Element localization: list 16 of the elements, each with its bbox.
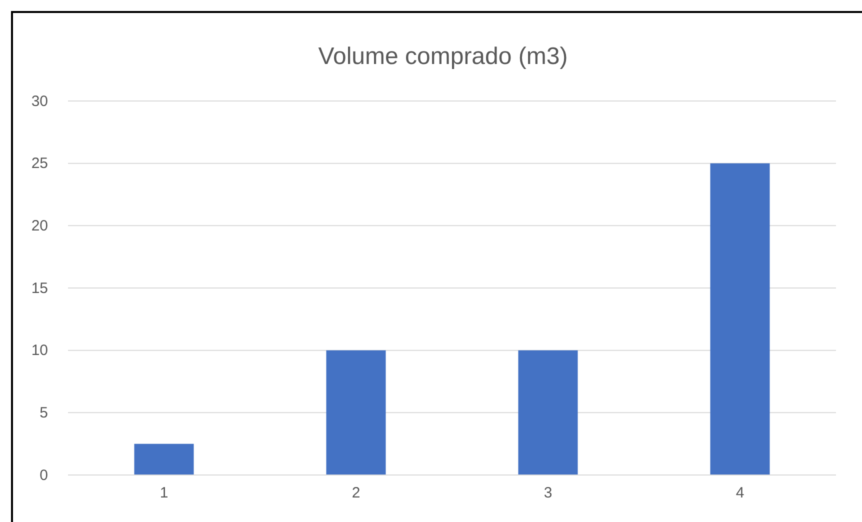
y-tick-label: 25	[31, 155, 48, 172]
x-tick-label: 4	[736, 484, 744, 502]
bar	[326, 350, 386, 475]
y-tick-label: 10	[31, 342, 48, 360]
x-tick-label: 2	[352, 484, 360, 502]
chart-title: Volume comprado (m3)	[318, 43, 568, 70]
bar	[710, 163, 770, 475]
y-tick-label: 20	[31, 217, 48, 234]
y-tick-label: 5	[40, 404, 48, 422]
bar	[518, 350, 578, 475]
x-tick-label: 3	[544, 484, 552, 502]
y-tick-label: 0	[40, 466, 48, 484]
bar	[134, 444, 194, 475]
y-tick-label: 30	[31, 92, 48, 110]
y-tick-label: 15	[31, 280, 48, 297]
x-tick-label: 1	[160, 484, 168, 502]
